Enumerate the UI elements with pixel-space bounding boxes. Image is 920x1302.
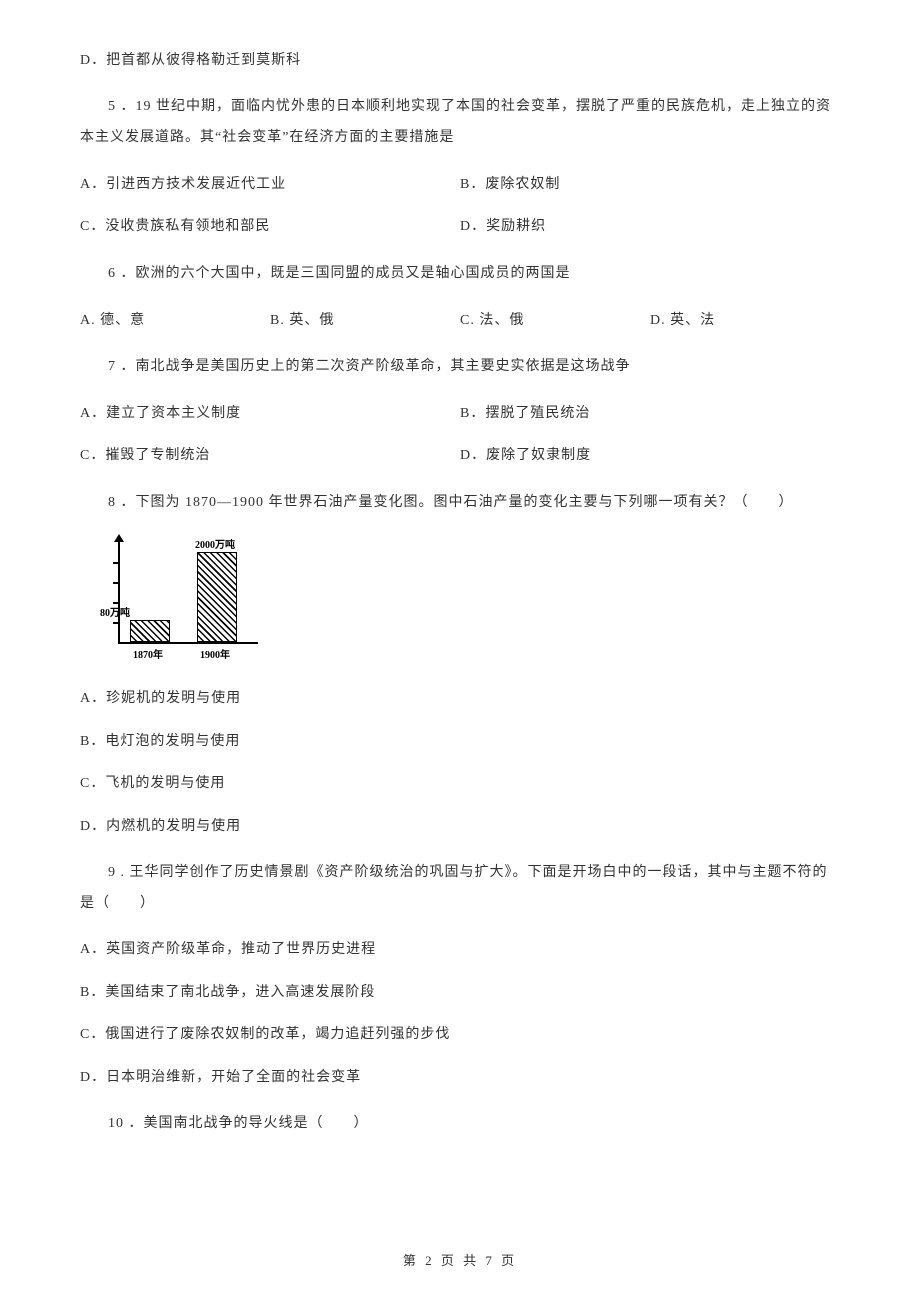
chart-label-1870: 80万吨: [100, 606, 130, 622]
q7-option-a: A．建立了资本主义制度: [80, 403, 460, 425]
question-6-intro: 6 ．欧洲的六个大国中，既是三国同盟的成员又是轴心国成员的两国是: [80, 259, 840, 290]
q5-option-a: A．引进西方技术发展近代工业: [80, 174, 460, 196]
q5-option-b: B．废除农奴制: [460, 174, 840, 196]
question-7-options-row2: C．摧毁了专制统治 D．废除了奴隶制度: [80, 445, 840, 467]
q6-option-c: C. 法、俄: [460, 310, 650, 332]
q6-option-a: A. 德、意: [80, 310, 270, 332]
question-5-options-row1: A．引进西方技术发展近代工业 B．废除农奴制: [80, 174, 840, 196]
question-10-intro: 10 ．美国南北战争的导火线是（ ）: [80, 1109, 840, 1140]
question-7-intro: 7 ．南北战争是美国历史上的第二次资产阶级革命，其主要史实依据是这场战争: [80, 352, 840, 383]
q6-option-b: B. 英、俄: [270, 310, 460, 332]
q8-option-c: C．飞机的发明与使用: [80, 773, 840, 795]
q9-option-d: D．日本明治维新，开始了全面的社会变革: [80, 1067, 840, 1089]
chart-xlabel-1870: 1870年: [133, 648, 163, 664]
q9-option-b: B．美国结束了南北战争，进入高速发展阶段: [80, 982, 840, 1004]
chart-tick-2: [113, 582, 119, 584]
question-6-options: A. 德、意 B. 英、俄 C. 法、俄 D. 英、法: [80, 310, 840, 332]
page-footer: 第 2 页 共 7 页: [0, 1251, 920, 1272]
chart-tick-3: [113, 602, 119, 604]
q9-option-a: A．英国资产阶级革命，推动了世界历史进程: [80, 939, 840, 961]
q8-option-a: A．珍妮机的发明与使用: [80, 688, 840, 710]
q7-option-b: B．摆脱了殖民统治: [460, 403, 840, 425]
question-5-intro: 5 ．19 世纪中期，面临内忧外患的日本顺利地实现了本国的社会变革，摆脱了严重的…: [80, 92, 840, 154]
chart-bar-1870: [130, 620, 170, 642]
question-8-intro: 8 ．下图为 1870—1900 年世界石油产量变化图。图中石油产量的变化主要与…: [80, 488, 840, 519]
oil-production-chart: 80万吨 2000万吨 1870年 1900年: [100, 538, 270, 668]
chart-y-axis: [118, 538, 120, 643]
q6-option-d: D. 英、法: [650, 310, 840, 332]
q9-option-c: C．俄国进行了废除农奴制的改革，竭力追赶列强的步伐: [80, 1024, 840, 1046]
q8-option-b: B．电灯泡的发明与使用: [80, 731, 840, 753]
chart-xlabel-1900: 1900年: [200, 648, 230, 664]
q5-option-d: D．奖励耕织: [460, 216, 840, 238]
q7-option-d: D．废除了奴隶制度: [460, 445, 840, 467]
question-9-intro: 9 . 王华同学创作了历史情景剧《资产阶级统治的巩固与扩大》。下面是开场白中的一…: [80, 858, 840, 920]
prev-question-option-d: D．把首都从彼得格勒迁到莫斯科: [80, 50, 840, 72]
chart-label-1900: 2000万吨: [195, 538, 235, 554]
question-7-options-row1: A．建立了资本主义制度 B．摆脱了殖民统治: [80, 403, 840, 425]
q7-option-c: C．摧毁了专制统治: [80, 445, 460, 467]
question-5-options-row2: C．没收贵族私有领地和部民 D．奖励耕织: [80, 216, 840, 238]
chart-x-axis: [118, 642, 258, 644]
chart-tick-4: [113, 622, 119, 624]
q5-option-c: C．没收贵族私有领地和部民: [80, 216, 460, 238]
chart-bar-1900: [197, 552, 237, 642]
q8-option-d: D．内燃机的发明与使用: [80, 816, 840, 838]
chart-tick-1: [113, 562, 119, 564]
